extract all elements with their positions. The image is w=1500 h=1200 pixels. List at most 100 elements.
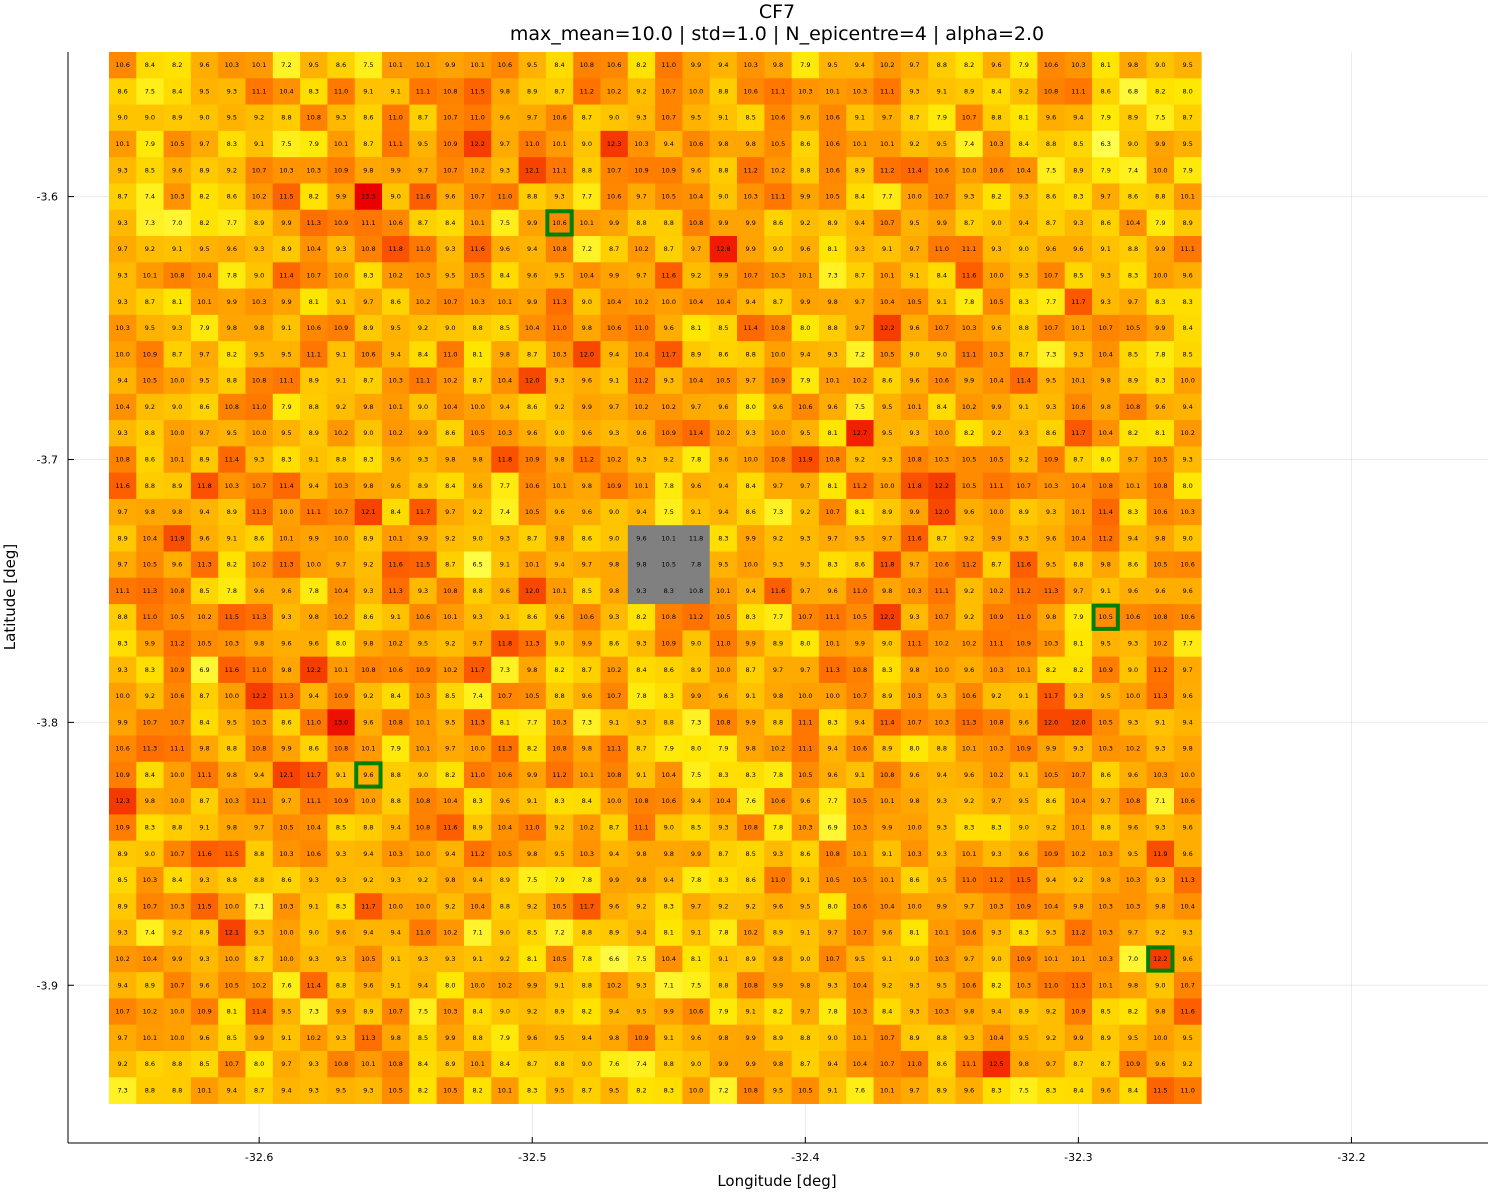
cell-value-label: 9.6 <box>582 377 592 385</box>
heatmap-cell <box>1173 236 1202 263</box>
cell-value-label: 9.2 <box>964 587 974 595</box>
cell-value-label: 10.1 <box>1044 955 1058 963</box>
cell-value-label: 9.2 <box>117 1060 127 1068</box>
heatmap-cell <box>818 367 847 395</box>
cell-value-label: 9.3 <box>1019 193 1029 201</box>
heatmap-cell <box>955 420 984 447</box>
heatmap-cell <box>573 551 601 579</box>
cell-value-label: 12.2 <box>252 692 266 700</box>
cell-value-label: 9.0 <box>691 640 701 648</box>
cell-value-label: 9.3 <box>855 245 865 253</box>
cell-value-label: 9.9 <box>718 219 728 227</box>
heatmap-cell <box>600 130 629 158</box>
heatmap-cell <box>409 577 438 605</box>
cell-value-label: 10.3 <box>115 324 129 332</box>
cell-value-label: 8.9 <box>882 745 892 753</box>
cell-value-label: 9.6 <box>363 981 373 989</box>
cell-value-label: 9.6 <box>582 692 592 700</box>
heatmap-cell <box>1037 183 1066 211</box>
cell-value-label: 10.1 <box>853 850 867 858</box>
cell-value-label: 8.0 <box>800 324 810 332</box>
cell-value-label: 11.0 <box>416 245 430 253</box>
cell-value-label: 7.8 <box>1155 350 1165 358</box>
cell-value-label: 8.5 <box>418 1034 428 1042</box>
heatmap-cell <box>327 525 356 552</box>
cell-value-label: 10.8 <box>989 718 1003 726</box>
heatmap-cell <box>900 314 929 342</box>
heatmap-cell <box>545 236 574 263</box>
heatmap-cell <box>190 472 219 500</box>
cell-value-label: 8.7 <box>1101 1060 1111 1068</box>
cell-value-label: 9.5 <box>281 1008 291 1016</box>
cell-value-label: 10.8 <box>388 1060 402 1068</box>
cell-value-label: 8.7 <box>636 745 646 753</box>
heatmap-cell <box>1010 314 1038 342</box>
heatmap-cell <box>1010 262 1038 289</box>
heatmap-cell <box>518 236 547 263</box>
heatmap-cell <box>245 183 274 211</box>
heatmap-cell <box>163 314 192 342</box>
cell-value-label: 7.1 <box>254 902 264 910</box>
heatmap-cell <box>518 498 547 526</box>
heatmap-cell <box>491 393 519 421</box>
cell-value-label: 11.8 <box>689 534 703 542</box>
cell-value-label: 8.0 <box>1101 455 1111 463</box>
cell-value-label: 9.4 <box>363 929 373 937</box>
cell-value-label: 9.1 <box>800 929 810 937</box>
cell-value-label: 9.4 <box>309 692 319 700</box>
heatmap-cell <box>764 446 793 474</box>
cell-value-label: 10.1 <box>552 587 566 595</box>
cell-value-label: 9.6 <box>199 61 209 69</box>
cell-value-label: 9.8 <box>363 640 373 648</box>
heatmap-cell <box>1010 393 1038 421</box>
heatmap-cell <box>518 314 547 342</box>
heatmap-cell <box>900 630 929 658</box>
cell-value-label: 11.1 <box>962 245 976 253</box>
cell-value-label: 8.8 <box>664 718 674 726</box>
cell-value-label: 7.9 <box>391 745 401 753</box>
cell-value-label: 8.3 <box>145 824 155 832</box>
cell-value-label: 8.2 <box>991 193 1001 201</box>
cell-value-label: 9.7 <box>1128 455 1138 463</box>
cell-value-label: 8.3 <box>117 640 127 648</box>
heatmap-cell <box>518 420 547 447</box>
cell-value-label: 10.7 <box>143 902 157 910</box>
heatmap-cell <box>272 630 301 658</box>
cell-value-label: 7.3 <box>827 271 837 279</box>
heatmap-cell <box>382 604 410 631</box>
cell-value-label: 11.3 <box>1180 876 1194 884</box>
heatmap-cell <box>272 472 301 500</box>
heatmap-cell <box>873 551 902 579</box>
cell-value-label: 8.9 <box>445 1060 455 1068</box>
heatmap-cell <box>354 288 383 316</box>
cell-value-label: 8.9 <box>1128 377 1138 385</box>
cell-value-label: 8.2 <box>636 61 646 69</box>
heatmap-cell <box>1119 78 1148 105</box>
cell-value-label: 7.2 <box>281 61 291 69</box>
cell-value-label: 10.8 <box>771 455 785 463</box>
cell-value-label: 9.1 <box>254 140 264 148</box>
cell-value-label: 7.3 <box>773 508 783 516</box>
heatmap-cell <box>545 525 574 552</box>
heatmap-cell <box>327 157 356 184</box>
heatmap-cell <box>818 393 847 421</box>
cell-value-label: 11.4 <box>689 429 703 437</box>
heatmap-cell <box>382 130 410 158</box>
cell-value-label: 9.2 <box>145 403 155 411</box>
heatmap-cell <box>491 577 519 605</box>
heatmap-cell <box>1146 157 1175 184</box>
heatmap-cell <box>218 157 246 184</box>
heatmap-cell <box>272 130 301 158</box>
cell-value-label: 10.5 <box>1153 455 1167 463</box>
heatmap-cell <box>573 498 601 526</box>
heatmap-cell <box>627 183 656 211</box>
heatmap-cell <box>245 209 274 237</box>
heatmap-cell <box>627 551 656 579</box>
heatmap-cell <box>491 420 519 447</box>
cell-value-label: 8.9 <box>1182 219 1192 227</box>
heatmap-cell <box>737 498 765 526</box>
heatmap-cell <box>1037 130 1066 158</box>
cell-value-label: 8.7 <box>991 561 1001 569</box>
cell-value-label: 9.8 <box>718 140 728 148</box>
cell-value-label: 10.2 <box>143 1008 157 1016</box>
